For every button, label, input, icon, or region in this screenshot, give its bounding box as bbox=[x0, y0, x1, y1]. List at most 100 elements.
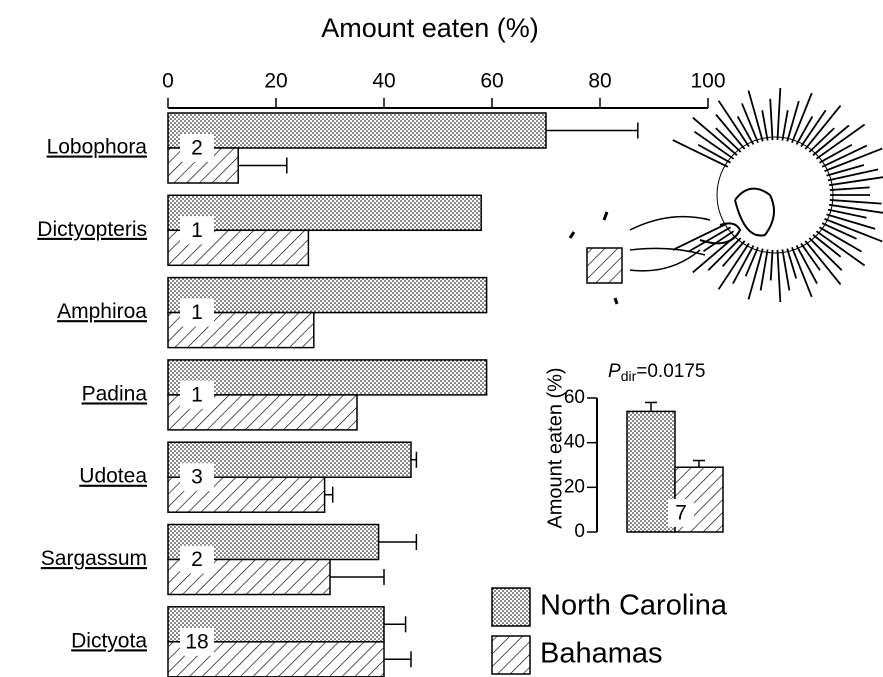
spike bbox=[808, 127, 835, 153]
spike bbox=[827, 168, 879, 182]
bar bbox=[167, 112, 547, 149]
x-tick-label: 100 bbox=[690, 70, 725, 93]
legend: North Carolina Bahamas bbox=[491, 587, 728, 675]
spike bbox=[791, 92, 813, 144]
bar bbox=[167, 359, 488, 396]
spike bbox=[804, 240, 842, 285]
spike bbox=[781, 110, 789, 141]
error-bar bbox=[378, 534, 418, 550]
bar bbox=[167, 229, 310, 267]
spike bbox=[800, 242, 821, 271]
spike bbox=[769, 249, 774, 281]
error-bar bbox=[238, 157, 288, 174]
n-label-box bbox=[180, 627, 214, 656]
error-bar bbox=[693, 459, 705, 468]
spike bbox=[769, 98, 774, 141]
annotation-part: =0.0175 bbox=[636, 361, 705, 382]
spike bbox=[821, 222, 857, 240]
spike bbox=[747, 248, 764, 300]
category-label: Sargassum bbox=[41, 547, 147, 570]
error-bar bbox=[330, 569, 385, 585]
error-bar bbox=[324, 486, 334, 503]
spike bbox=[829, 199, 882, 205]
y-tick-label: 60 bbox=[564, 387, 585, 408]
spike bbox=[672, 139, 729, 168]
n-label-box bbox=[180, 134, 214, 162]
spike bbox=[821, 144, 868, 168]
spike bbox=[781, 249, 791, 291]
n-label-box bbox=[180, 463, 214, 492]
legend-label: North Carolina bbox=[540, 590, 728, 622]
error-bar bbox=[384, 651, 412, 668]
error-bar bbox=[411, 451, 418, 468]
error-bar bbox=[645, 401, 657, 412]
n-label: 18 bbox=[185, 630, 208, 653]
category-label: Udotea bbox=[79, 465, 147, 488]
spike bbox=[672, 222, 729, 251]
spike bbox=[812, 234, 842, 258]
category-label: Dictyopteris bbox=[37, 218, 147, 241]
spike bbox=[732, 245, 755, 284]
annotation: Pdir=0.0175 bbox=[608, 361, 705, 384]
spike bbox=[786, 100, 800, 142]
y-tick-label: 20 bbox=[564, 476, 585, 497]
y-tick-label: 0 bbox=[574, 521, 585, 542]
spike bbox=[826, 213, 876, 230]
legend-swatch bbox=[491, 635, 531, 675]
spike bbox=[795, 115, 814, 145]
x-tick-label: 60 bbox=[480, 70, 503, 93]
category-label: Padina bbox=[82, 382, 148, 405]
spike bbox=[715, 114, 746, 150]
spike bbox=[692, 116, 738, 156]
n-label: 2 bbox=[191, 137, 203, 160]
spike bbox=[828, 176, 883, 187]
spike bbox=[819, 226, 863, 253]
spike bbox=[761, 110, 769, 141]
n-label-box bbox=[180, 216, 214, 245]
annotation-part: P bbox=[608, 361, 621, 382]
n-label: 1 bbox=[191, 219, 203, 242]
n-label-box bbox=[180, 380, 214, 409]
category-label: Lobophora bbox=[47, 136, 148, 159]
bar bbox=[167, 441, 412, 478]
spike bbox=[776, 249, 782, 303]
urchin-cartoon bbox=[568, 87, 883, 305]
spike bbox=[702, 230, 735, 253]
spike bbox=[687, 226, 731, 253]
spike bbox=[786, 248, 798, 279]
bar bbox=[167, 194, 482, 232]
n-label: 7 bbox=[675, 502, 687, 525]
n-label: 1 bbox=[191, 301, 203, 324]
error-bar bbox=[546, 122, 639, 139]
n-label: 2 bbox=[191, 548, 203, 571]
spike bbox=[697, 143, 731, 164]
x-tick-label: 80 bbox=[588, 70, 611, 93]
spike bbox=[829, 186, 870, 191]
spike bbox=[808, 237, 843, 271]
spike bbox=[721, 240, 746, 267]
spike bbox=[693, 130, 735, 160]
x-tick-label: 40 bbox=[372, 70, 395, 93]
category-label: Amphiroa bbox=[57, 300, 147, 323]
x-tick-label: 20 bbox=[264, 70, 287, 93]
spike bbox=[741, 103, 759, 144]
n-label-box bbox=[180, 545, 214, 574]
spike bbox=[812, 124, 850, 156]
error-bar bbox=[384, 616, 407, 633]
bar bbox=[167, 276, 488, 314]
x-tick-label: 0 bbox=[162, 70, 174, 93]
spike bbox=[826, 164, 865, 177]
spike bbox=[827, 208, 867, 219]
annotation-part: dir bbox=[621, 368, 637, 384]
food-pellet bbox=[586, 247, 623, 284]
category-label: Dictyota bbox=[71, 629, 147, 652]
spike bbox=[717, 100, 750, 148]
n-label: 1 bbox=[191, 383, 203, 406]
spike bbox=[744, 246, 759, 277]
spike bbox=[776, 87, 782, 141]
spike bbox=[747, 90, 764, 142]
spike bbox=[804, 105, 842, 150]
n-label: 3 bbox=[191, 466, 203, 489]
spike bbox=[815, 123, 866, 160]
spike bbox=[707, 237, 742, 271]
